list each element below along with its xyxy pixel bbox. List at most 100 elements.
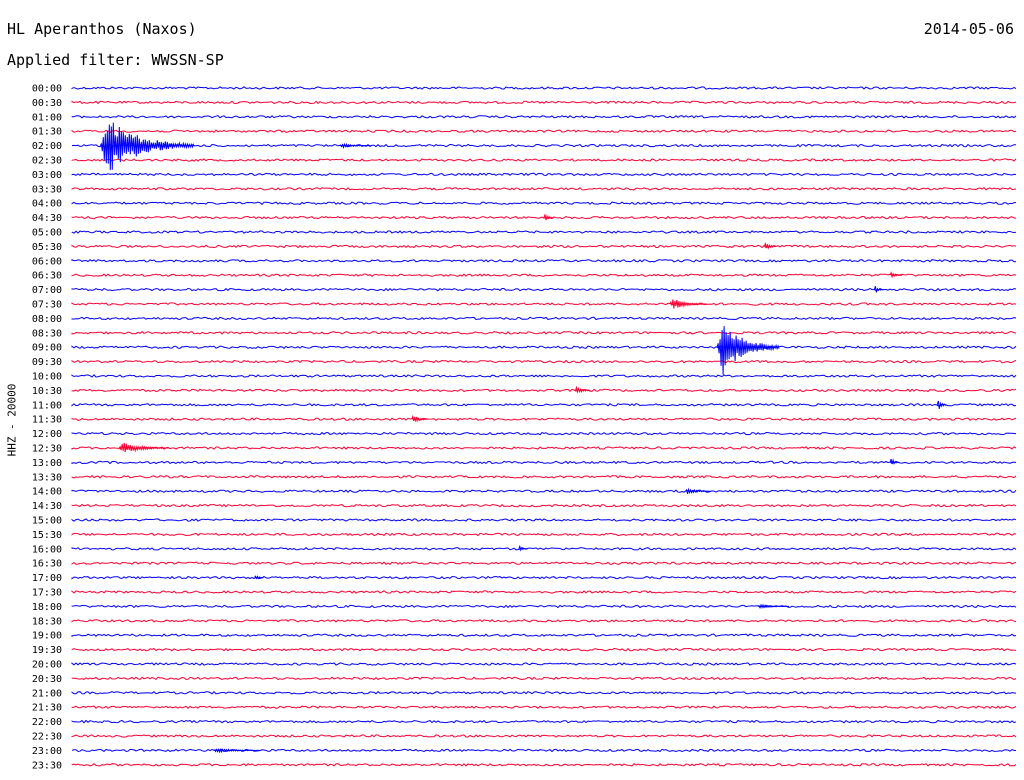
row-time-label: 23:30 xyxy=(32,760,62,771)
date-label: 2014-05-06 xyxy=(923,20,1014,38)
row-time-label: 09:30 xyxy=(32,357,62,368)
trace-line xyxy=(71,316,1017,321)
row-time-label: 11:00 xyxy=(32,400,62,411)
trace-line xyxy=(71,705,1017,709)
event-waveform xyxy=(757,603,790,610)
trace-line xyxy=(71,215,1017,220)
trace-line xyxy=(71,619,1017,623)
trace-line xyxy=(71,244,1017,249)
event-waveform xyxy=(669,299,708,309)
row-time-label: 16:00 xyxy=(32,544,62,555)
row-time-label: 06:00 xyxy=(32,256,62,267)
trace-line xyxy=(71,719,1017,724)
row-time-label: 11:30 xyxy=(32,415,62,426)
row-time-label: 13:30 xyxy=(32,472,62,483)
trace-line xyxy=(71,187,1017,191)
event-waveform xyxy=(254,575,264,580)
trace-line xyxy=(71,115,1017,119)
event-waveform xyxy=(889,458,900,465)
row-time-label: 08:00 xyxy=(32,314,62,325)
row-time-label: 18:00 xyxy=(32,602,62,613)
row-time-label: 07:00 xyxy=(32,285,62,296)
row-time-label: 02:00 xyxy=(32,141,62,152)
trace-line xyxy=(71,575,1017,580)
trace-line xyxy=(71,734,1017,738)
event-waveform xyxy=(685,487,711,495)
trace-line xyxy=(71,431,1017,436)
trace-line xyxy=(71,388,1017,393)
trace-line xyxy=(71,547,1017,551)
trace-line xyxy=(71,287,1017,292)
trace-line xyxy=(71,345,1017,349)
event-waveform xyxy=(118,442,170,453)
trace-line xyxy=(71,403,1017,407)
event-waveform xyxy=(518,544,528,552)
trace-line xyxy=(71,230,1017,234)
trace-line xyxy=(71,129,1017,133)
event-waveform xyxy=(543,214,554,221)
row-time-label: 06:30 xyxy=(32,271,62,282)
event-waveform xyxy=(99,122,195,171)
trace-line xyxy=(71,143,1016,148)
row-time-label: 23:00 xyxy=(32,746,62,757)
trace-line xyxy=(71,662,1017,666)
trace-line xyxy=(71,460,1017,465)
station-title: HL Aperanthos (Naxos) xyxy=(7,20,197,38)
trace-line xyxy=(71,417,1017,421)
trace-line xyxy=(71,158,1017,162)
trace-line xyxy=(71,561,1017,565)
row-time-label: 14:30 xyxy=(32,501,62,512)
row-time-label: 05:00 xyxy=(32,228,62,239)
row-time-label: 08:30 xyxy=(32,328,62,339)
trace-line xyxy=(71,446,1017,450)
row-time-label: 03:30 xyxy=(32,184,62,195)
trace-line xyxy=(71,172,1017,177)
row-time-label: 21:00 xyxy=(32,688,62,699)
row-time-label: 12:00 xyxy=(32,429,62,440)
row-time-label: 22:30 xyxy=(32,732,62,743)
row-time-label: 02:30 xyxy=(32,156,62,167)
event-waveform xyxy=(873,286,884,293)
row-time-label: 04:30 xyxy=(32,213,62,224)
row-time-label: 22:00 xyxy=(32,717,62,728)
row-time-label: 19:00 xyxy=(32,631,62,642)
event-waveform xyxy=(411,414,428,423)
row-time-label: 01:30 xyxy=(32,127,62,138)
event-waveform xyxy=(575,385,591,394)
filter-label: Applied filter: WWSSN-SP xyxy=(7,51,224,69)
row-time-label: 10:30 xyxy=(32,386,62,397)
trace-line xyxy=(71,258,1017,263)
trace-line xyxy=(71,86,1017,90)
row-time-label: 10:00 xyxy=(32,372,62,383)
row-time-label: 15:00 xyxy=(32,516,62,527)
row-time-label: 16:30 xyxy=(32,559,62,570)
trace-line xyxy=(71,604,1017,609)
row-time-label: 00:00 xyxy=(32,84,62,95)
trace-line xyxy=(71,518,1017,522)
trace-line xyxy=(71,503,1017,508)
trace-line xyxy=(71,201,1017,205)
trace-line xyxy=(71,273,1017,277)
row-time-label: 18:30 xyxy=(32,616,62,627)
row-time-label: 09:00 xyxy=(32,343,62,354)
row-time-label: 03:00 xyxy=(32,170,62,181)
event-waveform xyxy=(339,142,371,150)
row-time-label: 15:30 xyxy=(32,530,62,541)
row-time-label: 17:30 xyxy=(32,588,62,599)
row-time-label: 14:00 xyxy=(32,487,62,498)
row-time-label: 13:00 xyxy=(32,458,62,469)
row-time-label: 20:00 xyxy=(32,660,62,671)
trace-line xyxy=(71,590,1017,594)
row-time-label: 07:30 xyxy=(32,300,62,311)
trace-line xyxy=(71,302,1017,306)
trace-line xyxy=(71,532,1017,537)
row-time-label: 00:30 xyxy=(32,98,62,109)
trace-line xyxy=(71,489,1017,494)
row-time-label: 12:30 xyxy=(32,444,62,455)
trace-line xyxy=(71,690,1017,695)
trace-line xyxy=(71,763,1017,767)
event-waveform xyxy=(936,400,947,409)
trace-line xyxy=(71,331,1017,335)
row-time-label: 20:30 xyxy=(32,674,62,685)
row-time-label: 05:30 xyxy=(32,242,62,253)
